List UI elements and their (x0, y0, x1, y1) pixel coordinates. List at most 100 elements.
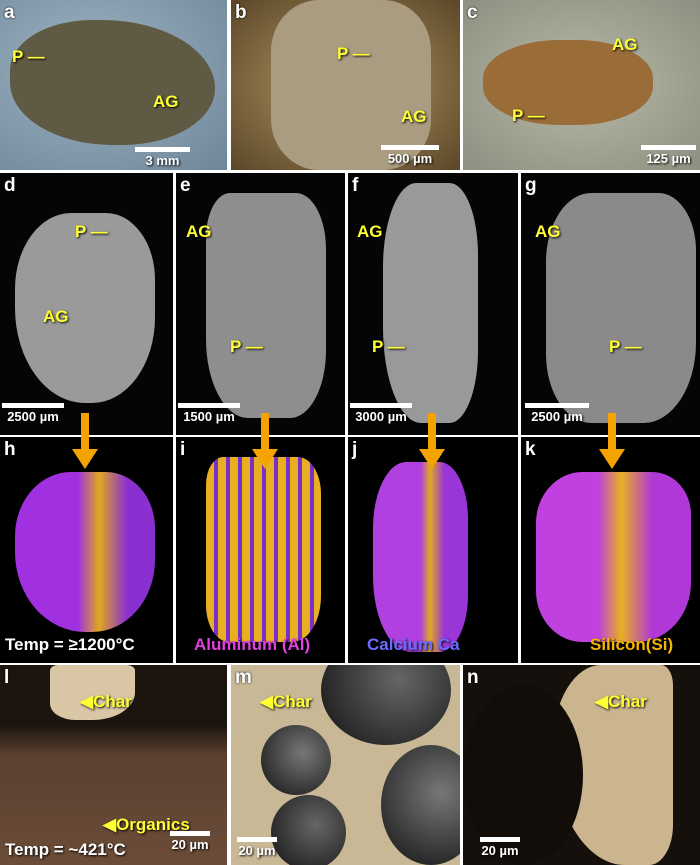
arrow-shaft (428, 413, 436, 451)
panel-b: b P — AG 500 µm (231, 0, 460, 170)
annotation-label: P — (230, 337, 263, 356)
annotation-label: ◀Char (260, 692, 312, 711)
scale-bar-label: 2500 µm (7, 409, 59, 424)
annotation-label: AG (535, 222, 561, 241)
scale-bar-label: 125 µm (646, 151, 691, 166)
annotation-label: AG (401, 107, 427, 126)
annotation-label: AG (186, 222, 212, 241)
panel-letter: j (352, 439, 358, 460)
specimen-image (536, 472, 691, 642)
panel-letter: c (467, 2, 478, 23)
scale-bar: 3 mm (135, 147, 190, 167)
specimen-image (463, 685, 583, 865)
scale-bar-label: 2500 µm (531, 409, 583, 424)
scale-bar-line (178, 403, 240, 408)
panel-g: g AG P — 2500 µm (521, 173, 700, 435)
arrow-shaft (608, 413, 616, 451)
specimen-image (15, 213, 155, 403)
panel-e: e AG P — 1500 µm (176, 173, 345, 435)
annotation-label: AG (357, 222, 383, 241)
specimen-image (50, 665, 135, 720)
panel-letter: g (525, 175, 537, 196)
annotation-label: AG (153, 92, 179, 111)
scale-bar-line (135, 147, 190, 152)
panel-h: h Temp = ≥1200°C (0, 437, 173, 663)
scale-bar-line (2, 403, 64, 408)
specimen-image (271, 795, 346, 865)
arrow-head (252, 449, 278, 469)
annotation-label: AG (43, 307, 69, 326)
caption-label: Silicon(Si) (590, 635, 674, 654)
panel-i: i Aluminum (Al) (176, 437, 345, 663)
caption-label: Temp = ~421°C (5, 840, 126, 859)
panel-letter: b (235, 2, 247, 23)
panel-l: l ◀Char ◀Organics Temp = ~421°C 20 µm (0, 665, 227, 865)
scale-bar-label: 20 µm (481, 843, 519, 858)
annotation-label: P — (372, 337, 405, 356)
annotation-label: P — (512, 106, 545, 125)
caption-label: Aluminum (Al) (194, 635, 311, 654)
panel-letter: e (180, 175, 191, 196)
scale-bar: 125 µm (641, 145, 696, 165)
panel-c: c AG P — 125 µm (463, 0, 700, 170)
caption-label: Temp = ≥1200°C (5, 635, 135, 654)
specimen-image (10, 20, 215, 145)
scale-bar: 3000 µm (350, 403, 412, 423)
scale-bar: 20 µm (480, 837, 520, 857)
panel-letter: i (180, 439, 186, 460)
arrow-shaft (261, 413, 269, 451)
scale-bar-label: 3000 µm (355, 409, 407, 424)
scale-bar-label: 500 µm (387, 151, 433, 166)
scale-bar-label: 20 µm (171, 837, 209, 852)
specimen-image (321, 665, 451, 745)
scale-bar: 2500 µm (2, 403, 64, 423)
panel-a: a P — AG 3 mm (0, 0, 227, 170)
annotation-label: ◀Char (80, 692, 132, 711)
annotation-label: P — (609, 337, 642, 356)
annotation-label: P — (12, 47, 45, 66)
scale-bar-line (170, 831, 210, 836)
arrow-shaft (81, 413, 89, 451)
panel-letter: n (467, 667, 479, 688)
scale-bar-line (350, 403, 412, 408)
specimen-image (381, 745, 460, 865)
specimen-image (271, 0, 431, 170)
annotation-label: P — (75, 222, 108, 241)
panel-f: f AG P — 3000 µm (348, 173, 518, 435)
panel-n: n ◀Char 20 µm (463, 665, 700, 865)
panel-letter: m (235, 667, 252, 688)
panel-d: d P — AG 2500 µm (0, 173, 173, 435)
specimen-image (483, 40, 653, 125)
specimen-image (15, 472, 155, 632)
panel-j: j Calcium Ca (348, 437, 518, 663)
panel-k: k Silicon(Si) (521, 437, 700, 663)
specimen-image (373, 462, 468, 652)
arrow-head (599, 449, 625, 469)
scale-bar-line (641, 145, 696, 150)
panel-letter: h (4, 439, 16, 460)
panel-letter: d (4, 175, 16, 196)
arrow-head (72, 449, 98, 469)
annotation-label: AG (612, 35, 638, 54)
scale-bar-label: 1500 µm (183, 409, 235, 424)
specimen-image (206, 457, 321, 642)
panel-letter: f (352, 175, 359, 196)
scale-bar-line (525, 403, 589, 408)
panel-letter: l (4, 667, 10, 688)
scale-bar-line (237, 837, 277, 842)
specimen-image (546, 193, 696, 423)
scale-bar: 2500 µm (525, 403, 589, 423)
arrow-head (419, 449, 445, 469)
scale-bar-line (381, 145, 439, 150)
caption-label: Calcium Ca (367, 635, 460, 654)
scale-bar: 20 µm (237, 837, 277, 857)
specimen-image (383, 183, 478, 423)
scale-bar: 1500 µm (178, 403, 240, 423)
scale-bar-label: 3 mm (145, 153, 180, 168)
scale-bar-line (480, 837, 520, 842)
annotation-label: P — (337, 44, 370, 63)
panel-letter: a (4, 2, 15, 23)
scale-bar-label: 20 µm (238, 843, 276, 858)
specimen-image (261, 725, 331, 795)
